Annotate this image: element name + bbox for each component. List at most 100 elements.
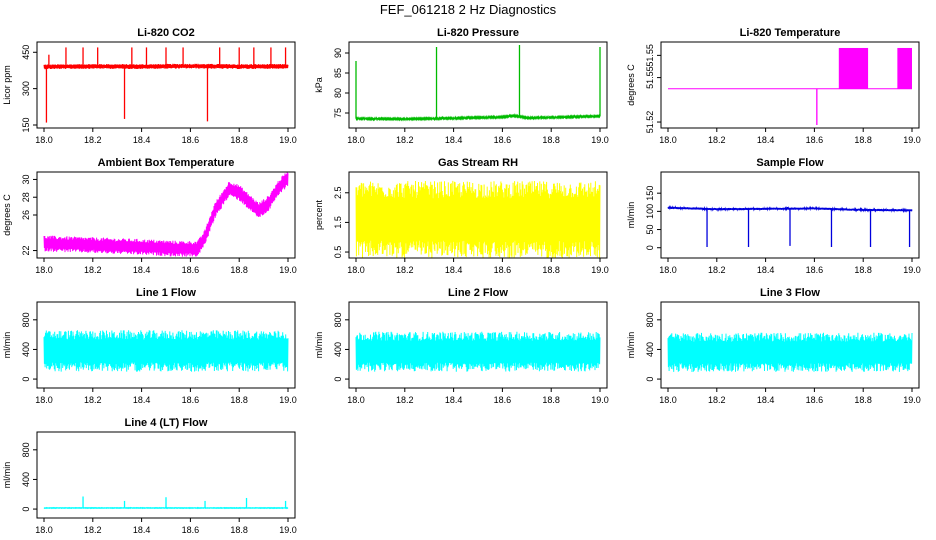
y-axis-label: ml/min — [626, 332, 636, 359]
panel-title: Line 3 Flow — [760, 287, 820, 299]
x-tick-label: 18.0 — [347, 135, 365, 145]
y-tick-label: 0 — [21, 377, 31, 382]
panel-9: Line 3 Flow ml/min 18.0 18.2 18.4 18.6 18.8 19.… — [626, 287, 921, 405]
panel-4: Ambient Box Temperature degrees C 18.0 18.2… — [2, 157, 297, 275]
x-tick-label: 18.4 — [757, 265, 775, 275]
y-tick-label: 400 — [645, 342, 655, 357]
panel-title: Li-820 CO2 — [137, 27, 194, 39]
x-tick-label: 18.2 — [84, 525, 102, 535]
x-tick-label: 18.6 — [494, 135, 512, 145]
y-tick-label: 85 — [333, 68, 343, 78]
x-tick-label: 18.8 — [230, 395, 248, 405]
panel-3: Li-820 Temperature degrees C 18.0 18.2 18.4 1… — [626, 27, 921, 145]
panel-6: Sample Flow ml/min 18.0 18.2 18.4 18.6 18.8 19.… — [626, 157, 921, 275]
y-tick-label: 51.52 — [645, 111, 655, 134]
x-tick-label: 18.0 — [659, 395, 677, 405]
panel-title: Sample Flow — [756, 157, 824, 169]
x-tick-label: 18.8 — [854, 135, 872, 145]
y-tick-label: 0 — [333, 377, 343, 382]
panel-title: Line 1 Flow — [136, 287, 196, 299]
x-tick-label: 18.6 — [494, 265, 512, 275]
y-axis-label: degrees C — [2, 194, 12, 236]
x-tick-label: 19.0 — [903, 395, 921, 405]
x-tick-label: 18.0 — [347, 265, 365, 275]
panel-title: Ambient Box Temperature — [98, 157, 235, 169]
y-tick-label: 2.5 — [333, 187, 343, 200]
y-tick-label: 26 — [21, 210, 31, 220]
y-axis-label: kPa — [314, 77, 324, 93]
x-tick-label: 19.0 — [279, 395, 297, 405]
y-axis-label: percent — [314, 199, 324, 230]
panel-title: Li-820 Pressure — [437, 27, 519, 39]
y-tick-label: 150 — [645, 186, 655, 201]
x-tick-label: 18.6 — [182, 135, 200, 145]
y-tick-label: 400 — [21, 472, 31, 487]
x-tick-label: 18.6 — [182, 525, 200, 535]
series-line — [43, 330, 289, 372]
y-tick-label: 1.5 — [333, 216, 343, 229]
y-tick-label: 51.55 — [645, 66, 655, 89]
series-1 — [43, 47, 289, 123]
x-tick-label: 18.2 — [84, 135, 102, 145]
panel-title: Gas Stream RH — [438, 157, 518, 169]
plot-frame — [36, 431, 296, 519]
x-tick-label: 18.8 — [230, 265, 248, 275]
x-tick-label: 19.0 — [591, 135, 609, 145]
x-tick-label: 18.8 — [542, 395, 560, 405]
y-axis-label: ml/min — [2, 332, 12, 359]
x-tick-label: 18.4 — [133, 265, 151, 275]
x-tick-label: 18.2 — [708, 265, 726, 275]
x-tick-label: 18.8 — [542, 135, 560, 145]
x-tick-label: 19.0 — [591, 265, 609, 275]
series-line — [355, 113, 601, 122]
y-tick-label: 51.55 — [645, 44, 655, 67]
series-10 — [43, 496, 289, 510]
plot-frame — [348, 41, 608, 129]
x-tick-label: 19.0 — [903, 265, 921, 275]
y-axis-label: ml/min — [314, 332, 324, 359]
series-5 — [355, 180, 601, 258]
series-7 — [43, 330, 289, 372]
panel-2: Li-820 Pressure kPa 18.0 18.2 18.4 18.6 18.8 19… — [314, 27, 609, 145]
series-4 — [43, 172, 289, 257]
y-tick-label: 0 — [21, 507, 31, 512]
x-tick-label: 18.2 — [396, 135, 414, 145]
x-tick-label: 18.6 — [494, 395, 512, 405]
y-tick-label: 75 — [333, 108, 343, 118]
x-tick-label: 19.0 — [591, 395, 609, 405]
y-tick-label: 100 — [645, 204, 655, 219]
y-axis-label: degrees C — [626, 64, 636, 106]
x-tick-label: 18.4 — [757, 395, 775, 405]
y-tick-label: 800 — [645, 312, 655, 327]
plot-frame — [660, 41, 920, 129]
x-tick-label: 19.0 — [279, 135, 297, 145]
x-tick-label: 18.0 — [35, 135, 53, 145]
x-tick-label: 18.0 — [659, 135, 677, 145]
x-tick-label: 18.6 — [806, 395, 824, 405]
panel-7: Line 1 Flow ml/min 18.0 18.2 18.4 18.6 18.8 19.… — [2, 287, 297, 405]
x-tick-label: 18.4 — [133, 395, 151, 405]
plot-frame — [36, 301, 296, 389]
plot-frame — [348, 171, 608, 259]
series-2 — [355, 45, 601, 122]
plot-frame — [660, 171, 920, 259]
x-tick-label: 18.4 — [133, 135, 151, 145]
series-3 — [668, 47, 912, 125]
y-tick-label: 400 — [21, 342, 31, 357]
x-tick-label: 18.0 — [347, 395, 365, 405]
x-tick-label: 18.4 — [445, 395, 463, 405]
y-tick-label: 22 — [21, 246, 31, 256]
x-tick-label: 18.4 — [757, 135, 775, 145]
y-tick-label: 800 — [21, 442, 31, 457]
series-8 — [355, 331, 601, 372]
y-axis-label: ml/min — [626, 202, 636, 229]
x-tick-label: 18.2 — [84, 395, 102, 405]
x-tick-label: 18.8 — [854, 265, 872, 275]
x-tick-label: 18.2 — [84, 265, 102, 275]
oscillation-block — [838, 47, 869, 89]
series-line — [355, 180, 601, 258]
x-tick-label: 18.4 — [445, 135, 463, 145]
y-tick-label: 30 — [21, 174, 31, 184]
panel-title: Line 4 (LT) Flow — [125, 417, 208, 429]
